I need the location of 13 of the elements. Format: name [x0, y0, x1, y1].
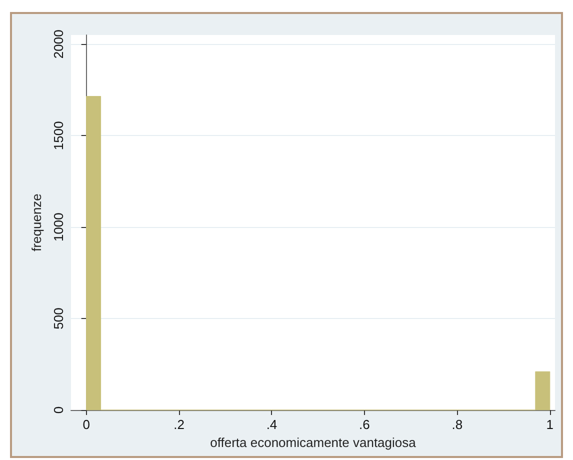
x-tick-label: .8: [452, 417, 463, 432]
y-tick-label: 2000: [51, 30, 66, 59]
x-axis-title: offerta economicamente vantagiosa: [210, 435, 417, 450]
x-tick-label: 1: [546, 417, 554, 432]
x-tick-label: .6: [359, 417, 370, 432]
x-tick-label: .4: [266, 417, 278, 432]
x-tick-label: 0: [82, 417, 90, 432]
y-tick-label: 0: [51, 406, 66, 414]
y-tick-label: 1500: [51, 121, 66, 150]
y-axis-title: frequenze: [29, 194, 44, 252]
x-tick-label: .2: [174, 417, 184, 432]
y-tick-label: 1000: [51, 212, 66, 242]
y-tick-label: 500: [51, 308, 66, 330]
